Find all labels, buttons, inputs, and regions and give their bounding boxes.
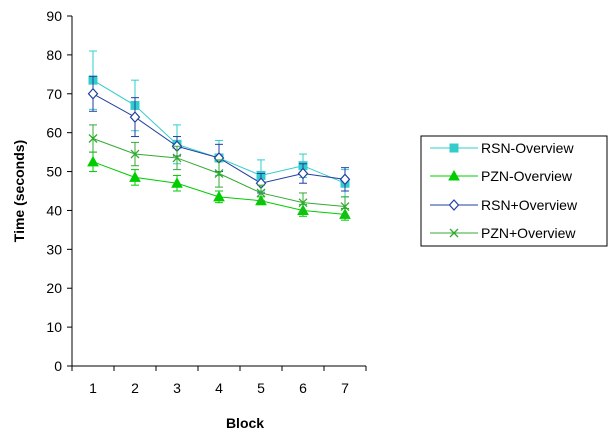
y-tick-label: 40 bbox=[46, 202, 62, 218]
x-tick-label: 7 bbox=[341, 380, 349, 396]
legend-label: RSN-Overview bbox=[481, 140, 574, 156]
axes bbox=[71, 16, 366, 367]
legend-entry-rsn-plus-overview: RSN+Overview bbox=[430, 197, 578, 213]
x-tick-label: 5 bbox=[257, 380, 265, 396]
x-ticks: 1 2 3 4 5 6 7 bbox=[71, 366, 367, 396]
legend-swatch-marker bbox=[449, 143, 459, 153]
series-layer bbox=[87, 50, 351, 221]
data-point bbox=[298, 198, 308, 208]
data-point bbox=[256, 188, 266, 198]
data-point bbox=[297, 167, 309, 180]
data-point-stroke bbox=[298, 198, 308, 208]
data-point bbox=[87, 87, 99, 100]
data-point bbox=[129, 171, 141, 182]
legend-box bbox=[420, 135, 608, 247]
data-point-stroke bbox=[172, 153, 182, 163]
y-tick-label: 50 bbox=[46, 164, 62, 180]
x-tick-label: 4 bbox=[215, 380, 223, 396]
data-point bbox=[340, 202, 350, 212]
legend-entry-pzn-overview: PZN-Overview bbox=[430, 168, 573, 184]
data-point bbox=[214, 169, 224, 178]
data-point bbox=[213, 190, 225, 202]
y-tick-label: 30 bbox=[46, 241, 62, 257]
y-tick-label: 0 bbox=[54, 358, 62, 374]
data-point bbox=[339, 173, 351, 186]
y-ticks: 0 10 20 30 40 50 60 70 80 90 bbox=[46, 8, 72, 374]
y-tick-label: 80 bbox=[46, 47, 62, 63]
data-point bbox=[88, 134, 98, 143]
data-point-stroke bbox=[130, 149, 140, 159]
data-point bbox=[171, 177, 183, 188]
data-point-stroke bbox=[256, 188, 266, 198]
x-tick-label: 1 bbox=[89, 380, 97, 396]
x-tick-label: 2 bbox=[131, 380, 139, 396]
y-axis-title: Time (seconds) bbox=[11, 140, 27, 242]
legend-entry-rsn-overview: RSN-Overview bbox=[430, 140, 574, 156]
data-point bbox=[129, 111, 141, 124]
data-point bbox=[130, 149, 140, 159]
x-axis-title: Block bbox=[226, 415, 264, 431]
y-tick-label: 60 bbox=[46, 125, 62, 141]
y-tick-label: 70 bbox=[46, 86, 62, 102]
legend-swatch-marker bbox=[448, 169, 460, 181]
legend-swatch-marker bbox=[448, 199, 460, 211]
data-point bbox=[172, 153, 182, 163]
data-point bbox=[87, 155, 99, 167]
legend-entry-pzn-plus-overview: PZN+Overview bbox=[430, 225, 576, 241]
series-pzn-plus-overview bbox=[88, 124, 350, 217]
legend-swatch-marker bbox=[449, 228, 459, 238]
data-point-stroke bbox=[88, 134, 98, 143]
y-tick-label: 10 bbox=[46, 319, 62, 335]
legend-label: PZN+Overview bbox=[481, 225, 576, 241]
y-tick-label: 20 bbox=[46, 280, 62, 296]
legend-label: RSN+Overview bbox=[481, 197, 578, 213]
legend-swatch-marker-stroke bbox=[449, 228, 459, 238]
x-tick-label: 3 bbox=[173, 380, 181, 396]
legend-label: PZN-Overview bbox=[481, 168, 573, 184]
legend: RSN-Overview PZN-Overview RSN+Overview PZN+… bbox=[420, 135, 608, 247]
data-point-stroke bbox=[214, 169, 224, 178]
x-tick-label: 6 bbox=[299, 380, 307, 396]
y-tick-label: 90 bbox=[46, 8, 62, 24]
data-point-stroke bbox=[340, 202, 350, 212]
